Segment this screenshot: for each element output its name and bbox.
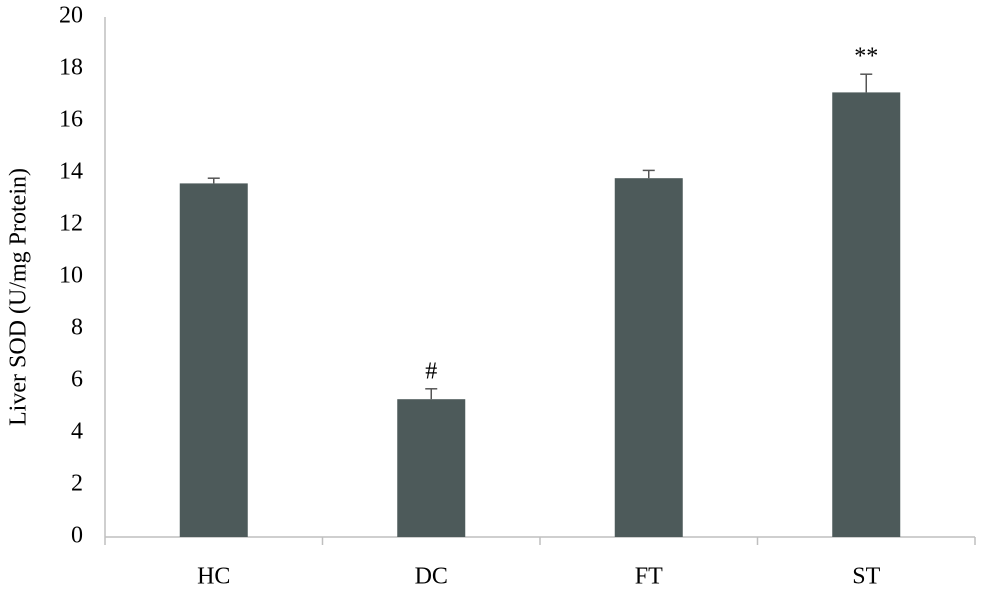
bar bbox=[179, 183, 248, 537]
annotation: ** bbox=[854, 44, 878, 70]
bar bbox=[614, 178, 683, 537]
y-tick-label: 2 bbox=[71, 471, 83, 497]
y-axis-label: Liver SOD (U/mg Protein) bbox=[6, 168, 32, 426]
x-tick-label: FT bbox=[635, 564, 663, 590]
x-tick-label: ST bbox=[852, 564, 880, 590]
x-tick-label: DC bbox=[415, 564, 448, 590]
bar bbox=[832, 92, 901, 538]
x-tick-label: HC bbox=[197, 564, 230, 590]
y-tick-label: 18 bbox=[59, 55, 83, 81]
y-tick-label: 4 bbox=[71, 419, 83, 445]
y-tick-label: 0 bbox=[71, 523, 83, 549]
y-tick-label: 16 bbox=[59, 107, 83, 133]
y-tick-label: 20 bbox=[59, 3, 83, 29]
y-tick-label: 8 bbox=[71, 315, 83, 341]
annotation: # bbox=[425, 358, 437, 384]
bar bbox=[397, 399, 466, 537]
y-tick-label: 12 bbox=[59, 211, 83, 237]
y-tick-label: 6 bbox=[71, 367, 83, 393]
y-tick-label: 10 bbox=[59, 263, 83, 289]
y-tick-label: 14 bbox=[59, 159, 83, 185]
